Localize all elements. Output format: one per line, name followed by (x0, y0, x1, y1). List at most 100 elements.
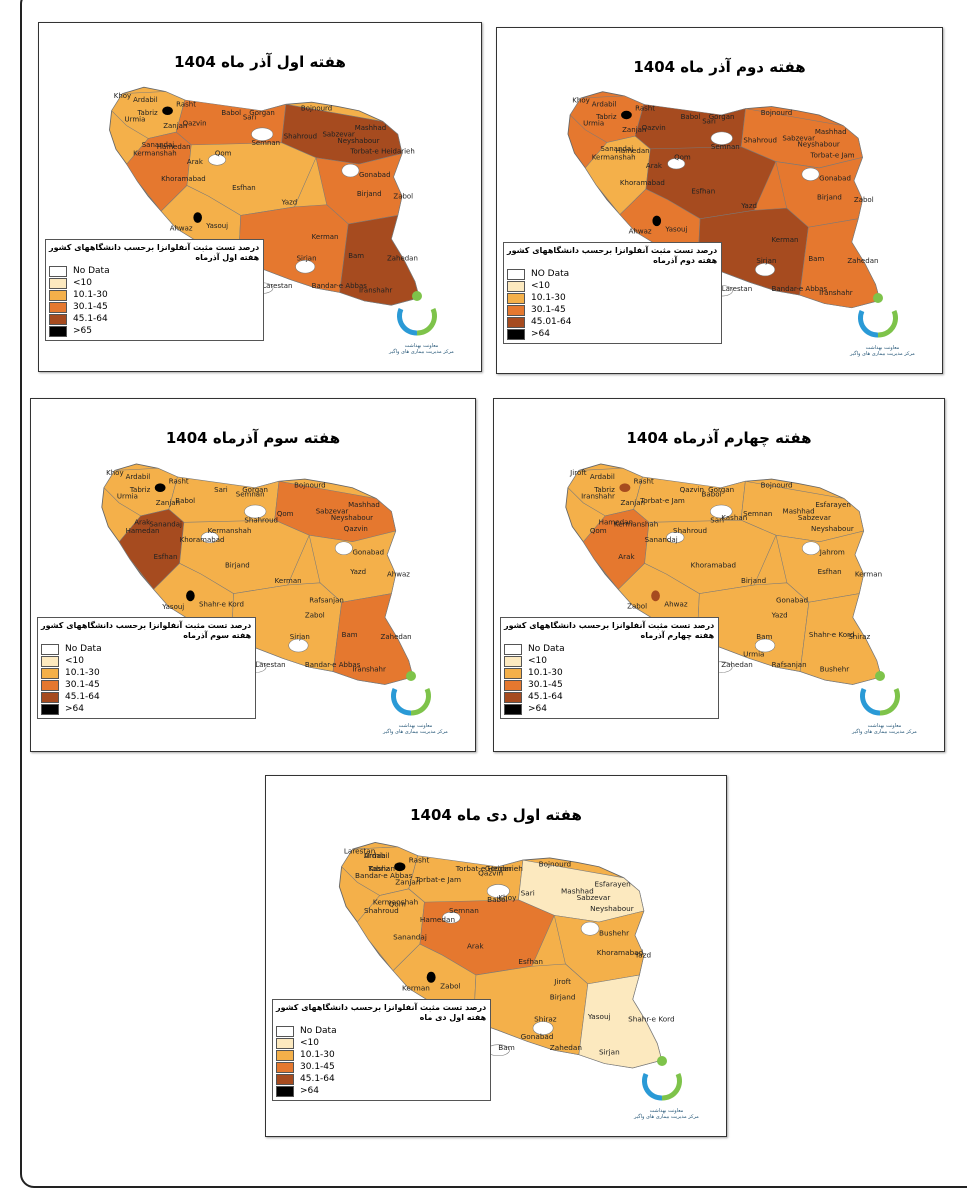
legend-swatch (276, 1061, 294, 1073)
city-label: Arak (134, 517, 151, 526)
legend-swatch (41, 679, 59, 691)
city-label: Qom (590, 526, 607, 535)
legend-label: 45.1-64 (300, 1074, 335, 1084)
legend-label: NO Data (531, 269, 570, 279)
legend-swatch (41, 655, 59, 667)
city-label: Sanandaj (393, 933, 427, 942)
no-data-area (580, 921, 600, 936)
city-label: Esfhan (818, 567, 842, 576)
legend-swatch (504, 691, 522, 703)
city-label: Sabzevar (316, 507, 349, 516)
legend-entry: 10.1-30 (507, 292, 717, 304)
legend-label: 30.1-45 (300, 1062, 335, 1072)
logo-text: معاونت بهداشت (865, 345, 900, 351)
city-label: Sirjan (756, 257, 776, 265)
legend-entry: 30.1-45 (507, 304, 717, 316)
city-label: Zahedan (387, 254, 418, 262)
city-label: Torbat-e Heidarieh (349, 147, 414, 155)
legend-caption: درصد تست مثبت آنفلوانزا برحسب دانشگاههای… (507, 246, 718, 255)
legend-entry: 30.1-45 (49, 301, 259, 313)
legend-entry: No Data (41, 643, 251, 655)
hotspot-area (394, 862, 406, 872)
city-label: Qom (389, 900, 406, 909)
legend-swatch (504, 679, 522, 691)
province-region (332, 593, 414, 685)
city-label: Ardabil (133, 96, 158, 104)
city-label: Sanandaj (600, 145, 633, 153)
city-label: Urmia (125, 115, 146, 123)
city-label: Zabol (393, 192, 413, 200)
city-label: Urmia (364, 851, 386, 860)
legend-label: >64 (531, 329, 550, 339)
iran-choropleth-map: Ardabil Tabriz Rasht Zanjan Gorgan Bojnourd Ma… (101, 463, 414, 685)
city-label: Gorgan (708, 485, 734, 494)
city-label: Yasouj (664, 226, 687, 234)
city-label: Bam (498, 1043, 515, 1052)
legend-label: 30.1-45 (531, 305, 566, 315)
city-label: Arak (467, 942, 484, 951)
legend-swatch (276, 1025, 294, 1037)
city-label: Kerman (402, 984, 430, 993)
city-label: Zabol (440, 981, 461, 990)
city-label: Urmia (743, 649, 764, 658)
no-data-area (334, 541, 353, 556)
legend-entry: No Data (49, 265, 259, 277)
city-label: Ardabil (590, 472, 615, 481)
city-label: Rafsanjan (772, 660, 807, 669)
legend-swatch (507, 280, 525, 292)
city-label: Bam (756, 632, 772, 641)
city-label: Yazd (281, 199, 298, 207)
city-label: Torbat-e Jam (414, 875, 461, 884)
city-label: Rasht (409, 855, 430, 864)
legend-label: 45.1-64 (528, 692, 563, 702)
city-label: Shiraz (534, 1015, 557, 1024)
legend-swatch (504, 655, 522, 667)
city-label: Zahedan (847, 257, 878, 265)
map-panel: هفته اول آذر ماه 1404 Ardabil Tabriz Rasht Z… (38, 22, 482, 372)
health-ministry-logo: معاونت بهداشت مرکز مدیریت بیماری های واگی… (389, 289, 454, 355)
no-data-area (532, 1021, 554, 1036)
city-label: Babol (681, 113, 701, 121)
city-label: Rasht (176, 100, 196, 108)
legend-entry: 30.1-45 (41, 679, 251, 691)
hotspot-area (162, 106, 173, 116)
city-label: Birjand (357, 190, 382, 198)
legend-entry: >64 (507, 328, 717, 340)
city-label: Khoy (572, 96, 590, 104)
city-label: Semnan (449, 906, 479, 915)
no-data-area (666, 531, 685, 544)
city-label: Gonabad (359, 171, 391, 179)
city-label: Bandar-e Abbas (312, 282, 368, 290)
legend-swatch (504, 643, 522, 655)
city-label: Gorgan (242, 485, 268, 494)
legend-swatch (49, 301, 67, 313)
city-label: Babol (487, 895, 508, 904)
city-label: Birjand (741, 576, 766, 585)
legend-label: <10 (73, 278, 92, 288)
province-region (578, 974, 663, 1069)
city-label: Sabzevar (322, 130, 355, 138)
city-label: Kermanshah (592, 154, 636, 162)
city-label: Bushehr (820, 664, 849, 673)
city-label: Kashan (368, 864, 395, 873)
city-label: Neyshabour (798, 141, 840, 149)
city-label: Sanandaj (645, 535, 678, 544)
city-label: Sirjan (297, 254, 317, 262)
legend-label: 45.01-64 (531, 317, 572, 327)
city-label: Larestan (722, 285, 752, 293)
legend-entry: 30.1-45 (504, 679, 714, 691)
city-label: Yazd (634, 950, 651, 959)
city-label: Hamedan (599, 518, 633, 527)
city-label: Esfarayen (815, 500, 850, 509)
map-title: هفته دوم آذر ماه 1404 (633, 58, 806, 76)
logo-text: معاونت بهداشت (649, 1108, 684, 1114)
city-label: Khoramabad (691, 561, 736, 570)
health-ministry-logo: معاونت بهداشت مرکز مدیریت بیماری های واگی… (383, 669, 448, 735)
city-label: Zahedan (550, 1043, 582, 1052)
city-label: Khoy (114, 92, 131, 100)
legend-label: No Data (528, 644, 565, 654)
health-ministry-logo: معاونت بهداشت مرکز مدیریت بیماری های واگی… (850, 291, 915, 357)
legend-label: 45.1-64 (73, 314, 108, 324)
city-label: Zahedan (381, 632, 412, 641)
legend-swatch (41, 667, 59, 679)
